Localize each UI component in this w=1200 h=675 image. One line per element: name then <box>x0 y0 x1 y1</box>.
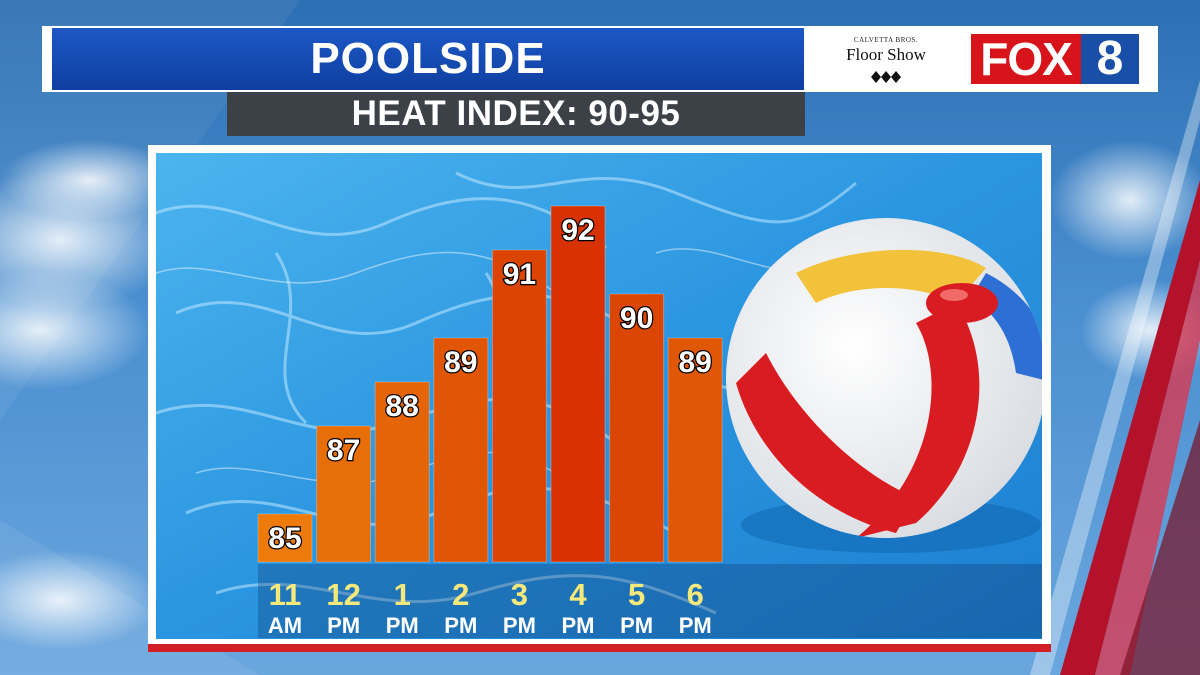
bar-value-label: 87 <box>327 434 360 467</box>
x-tick-ampm: PM <box>503 613 536 638</box>
data-labels: 85 87 88 89 91 92 90 89 <box>267 213 713 557</box>
bars <box>257 205 723 563</box>
bar-3-pm <box>491 249 547 563</box>
x-tick-hour: 2 <box>452 577 469 612</box>
sponsor-name: Floor Show <box>846 45 926 64</box>
station-logo: FOX 8 <box>967 32 1143 86</box>
bar-11-am <box>257 513 313 563</box>
x-tick-ampm: PM <box>444 613 477 638</box>
bar-value-label: 89 <box>444 346 477 379</box>
station-logo-word: FOX <box>971 34 1081 84</box>
x-tick-ampm: AM <box>268 613 302 638</box>
page-subtitle: HEAT INDEX: 90-95 <box>351 94 681 133</box>
x-tick-hour: 12 <box>326 577 360 612</box>
bar-value-label: 90 <box>620 302 653 335</box>
x-tick-hour: 1 <box>394 577 411 612</box>
bar-1-pm <box>374 381 430 563</box>
bar-value-label: 89 <box>679 346 712 379</box>
bar-2-pm <box>433 337 489 563</box>
bar-5-pm <box>609 293 665 563</box>
bar-value-label: 91 <box>503 258 536 291</box>
page-title: POOLSIDE <box>310 34 546 83</box>
x-tick-ampm: PM <box>620 613 653 638</box>
x-axis-band <box>258 564 1042 638</box>
bar-12-pm <box>316 425 372 563</box>
bar-value-label: 92 <box>561 214 594 247</box>
x-tick-ampm: PM <box>386 613 419 638</box>
x-tick-hour: 11 <box>269 577 302 612</box>
x-tick-hour: 5 <box>628 577 645 612</box>
x-tick-ampm: PM <box>679 613 712 638</box>
diamond-pattern-icon <box>871 71 901 83</box>
station-logo-number: 8 <box>1081 34 1139 84</box>
x-tick-ampm: PM <box>327 613 360 638</box>
sponsor-logo: CALVETTA BROS. Floor Show <box>833 30 939 88</box>
x-tick-hour: 6 <box>687 577 704 612</box>
title-bar: POOLSIDE <box>52 28 804 90</box>
sponsor-tagline: CALVETTA BROS. <box>853 36 919 44</box>
bar-6-pm <box>667 337 723 563</box>
subtitle-bar: HEAT INDEX: 90-95 <box>227 92 805 136</box>
x-tick-hour: 4 <box>569 577 587 612</box>
bar-value-label: 88 <box>386 390 419 423</box>
x-tick-ampm: PM <box>562 613 595 638</box>
bar-value-label: 85 <box>268 522 301 555</box>
bar-4-pm <box>550 205 606 563</box>
accent-rule <box>148 644 1051 652</box>
x-tick-hour: 3 <box>511 577 528 612</box>
